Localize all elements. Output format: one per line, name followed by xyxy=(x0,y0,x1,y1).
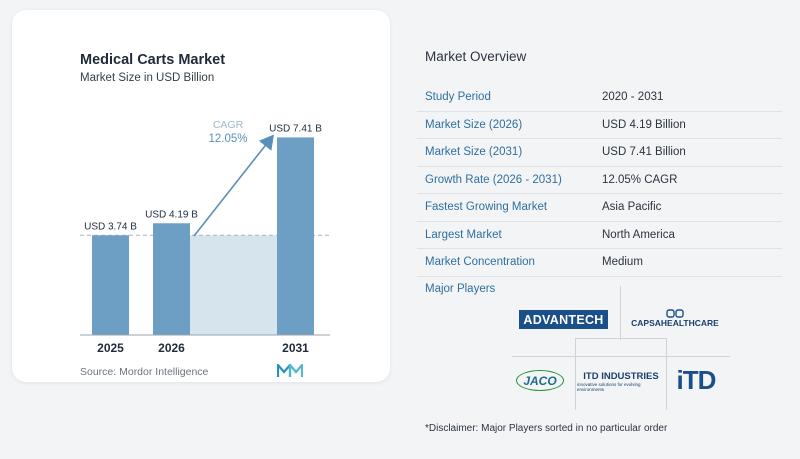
overview-table: Study Period 2020 - 2031 Market Size (202… xyxy=(417,84,782,277)
source-note: Source: Mordor Intelligence xyxy=(80,366,208,378)
row-key: Market Size (2026) xyxy=(417,111,594,139)
reference-band xyxy=(190,235,277,335)
row-value: USD 4.19 Billion xyxy=(594,111,782,139)
itd-industries-logo: ITD INDUSTRIES innovative solutions for … xyxy=(577,368,665,394)
major-players-label: Major Players xyxy=(425,283,495,295)
table-row: Market Size (2026) USD 4.19 Billion xyxy=(417,111,782,139)
advantech-logo: ADVANTECH xyxy=(519,310,608,329)
row-value: Medium xyxy=(594,249,782,277)
overview-title: Market Overview xyxy=(425,49,526,64)
itd-logo: iTD xyxy=(672,364,720,396)
capsa-mark-icon xyxy=(666,309,684,318)
row-value: 2020 - 2031 xyxy=(594,84,782,111)
row-key: Market Concentration xyxy=(417,249,594,277)
row-key: Growth Rate (2026 - 2031) xyxy=(417,166,594,194)
bar-2025 xyxy=(92,235,129,335)
table-row: Fastest Growing Market Asia Pacific xyxy=(417,194,782,222)
itd-logo-text: iTD xyxy=(677,365,716,396)
jaco-logo: JACO xyxy=(516,370,564,391)
logo-divider xyxy=(575,338,667,339)
logo-divider xyxy=(666,338,667,410)
advantech-logo-text: ADVANTECH xyxy=(523,313,603,327)
capsa-healthcare-logo: CAPSAHEALTHCARE xyxy=(626,305,724,331)
cagr-arrow xyxy=(194,137,272,236)
row-value: 12.05% CAGR xyxy=(594,166,782,194)
disclaimer: *Disclaimer: Major Players sorted in no … xyxy=(425,423,667,434)
capsa-logo-text: CAPSAHEALTHCARE xyxy=(631,318,719,328)
data-label-2031: USD 7.41 B xyxy=(269,123,322,134)
row-key: Market Size (2031) xyxy=(417,139,594,167)
mordor-logo-icon xyxy=(277,364,303,378)
table-row: Largest Market North America xyxy=(417,221,782,249)
x-tick-label-2025: 2025 xyxy=(97,341,124,355)
row-key: Study Period xyxy=(417,84,594,111)
table-row: Growth Rate (2026 - 2031) 12.05% CAGR xyxy=(417,166,782,194)
bar-2031 xyxy=(277,137,314,335)
itd-industries-tagline: innovative solutions for evolving enviro… xyxy=(577,382,665,392)
data-label-2026: USD 4.19 B xyxy=(145,209,198,220)
cagr-label: CAGR xyxy=(213,119,244,131)
logo-divider xyxy=(575,338,576,410)
data-label-2025: USD 3.74 B xyxy=(84,221,137,232)
logo-divider xyxy=(512,356,730,357)
row-value: USD 7.41 Billion xyxy=(594,139,782,167)
table-row: Market Concentration Medium xyxy=(417,249,782,277)
cagr-value: 12.05% xyxy=(208,133,247,145)
x-tick-label-2026: 2026 xyxy=(158,341,185,355)
logo-divider xyxy=(620,286,621,340)
bar-2026 xyxy=(153,223,190,335)
table-row: Study Period 2020 - 2031 xyxy=(417,84,782,111)
row-value: North America xyxy=(594,221,782,249)
jaco-logo-text: JACO xyxy=(523,374,556,388)
row-key: Fastest Growing Market xyxy=(417,194,594,222)
x-tick-label-2031: 2031 xyxy=(282,341,309,355)
row-value: Asia Pacific xyxy=(594,194,782,222)
table-row: Market Size (2031) USD 7.41 Billion xyxy=(417,139,782,167)
row-key: Largest Market xyxy=(417,221,594,249)
itd-industries-logo-text: ITD INDUSTRIES xyxy=(583,371,658,382)
